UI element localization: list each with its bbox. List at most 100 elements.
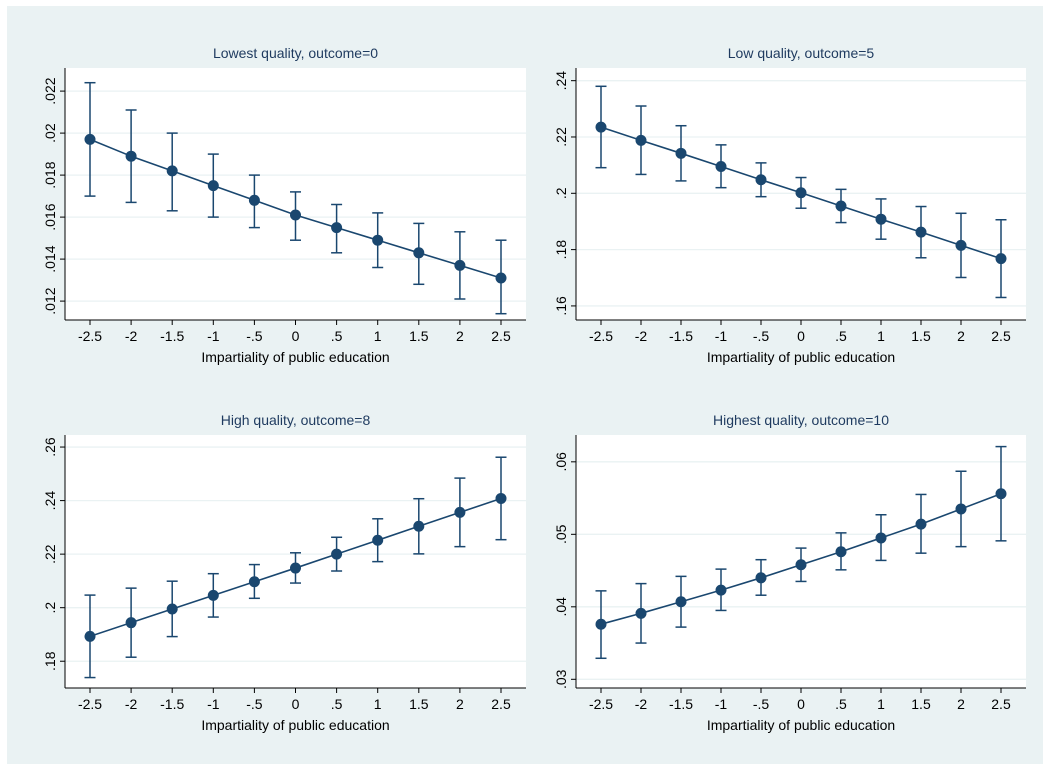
x-tick-label: 0 [292,328,300,344]
x-axis-label: Impartiality of public education [201,717,389,733]
y-axis: .012 .014 .016 .018 .02 .022 [42,68,66,320]
data-point [915,226,927,238]
x-tick-label: .5 [331,328,343,344]
data-point [413,247,425,259]
x-tick-label: -1 [715,328,728,344]
series-marks [595,445,1007,660]
x-tick-label: -1 [715,696,728,712]
data-point [635,134,647,146]
y-tick-label: .016 [42,203,58,230]
data-point [372,234,384,246]
data-point [755,174,767,186]
panel-title: High quality, outcome=8 [221,412,371,428]
x-tick-label: 0 [797,696,805,712]
panel-title: Highest quality, outcome=10 [713,412,889,428]
x-axis: -2.5 -2 -1.5 -1 -.5 0 .5 1 1.5 2 2.5 [65,319,526,344]
data-point [84,630,96,642]
x-axis-label: Impartiality of public education [707,717,895,733]
panel-lowest-quality: .012 .014 .016 .018 .02 .022 -2.5 -2 -1.5 -1 -.5 0… [42,45,526,365]
x-tick-label: -2 [125,696,138,712]
data-point [290,562,301,574]
x-tick-label: 2 [456,328,464,344]
y-tick-label: .24 [42,491,58,511]
x-tick-label: 1 [877,328,885,344]
data-point [495,272,507,284]
x-tick-label: 1 [877,696,885,712]
x-tick-label: 2 [456,696,464,712]
x-tick-label: -.5 [753,696,770,712]
data-point [454,506,466,518]
x-tick-label: -2.5 [589,328,613,344]
data-point [995,488,1007,500]
y-tick-label: .05 [553,524,569,544]
data-point [675,147,687,159]
x-tick-label: -2.5 [589,696,613,712]
x-tick-label: 1 [374,328,382,344]
x-axis-label: Impartiality of public education [707,349,895,365]
y-axis: .18 .2 .22 .24 .26 [42,435,66,688]
data-point [331,548,343,560]
x-tick-label: .5 [835,328,847,344]
data-point [248,576,260,588]
data-point [955,503,967,515]
data-point [372,534,384,546]
data-point [495,492,507,504]
data-point [595,618,607,630]
x-tick-label: -1 [207,696,220,712]
data-point [955,239,967,251]
y-tick-label: .18 [42,651,58,671]
data-point [454,259,466,271]
x-tick-label: 2 [957,696,965,712]
panel-title: Low quality, outcome=5 [728,45,875,61]
x-tick-label: -.5 [246,696,263,712]
y-tick-label: .2 [42,602,58,614]
y-tick-label: .22 [42,544,58,564]
x-tick-label: 1 [374,696,382,712]
x-tick-label: -1.5 [669,696,693,712]
x-tick-label: 1.5 [911,696,931,712]
data-point [290,209,301,221]
x-tick-label: 2.5 [491,328,511,344]
x-tick-label: -2.5 [78,328,102,344]
y-tick-label: .022 [42,77,58,104]
data-point [595,121,607,133]
x-tick-label: -2.5 [78,696,102,712]
data-point [795,187,807,199]
x-tick-label: -2 [635,696,648,712]
x-tick-label: 2.5 [991,696,1011,712]
data-point [166,603,178,615]
x-tick-label: 1.5 [409,328,429,344]
y-tick-label: .24 [553,71,569,91]
data-point [795,559,807,571]
data-point [413,520,425,532]
x-axis: -2.5 -2 -1.5 -1 -.5 0 .5 1 1.5 2 2.5 [576,319,1026,344]
data-point [715,161,727,173]
y-tick-label: .16 [553,296,569,316]
x-tick-label: -1.5 [669,328,693,344]
y-tick-label: .018 [42,161,58,188]
data-point [125,150,137,162]
y-tick-label: .22 [553,127,569,147]
y-gridlines [576,461,1026,680]
x-tick-label: 0 [797,328,805,344]
y-tick-label: .012 [42,287,58,314]
series-marks [84,456,507,679]
y-tick-label: .02 [42,123,58,143]
x-tick-label: .5 [835,696,847,712]
panel-high-quality: .18 .2 .22 .24 .26 -2.5 -2 -1.5 -1 -.5 0 .5 1 1.5 2 2.… [42,412,526,733]
y-tick-label: .03 [553,669,569,689]
series-marks [595,85,1007,299]
x-axis-label: Impartiality of public education [201,349,389,365]
y-tick-label: .18 [553,240,569,260]
data-point [715,584,727,596]
series-marks [84,81,507,315]
data-point [248,194,260,206]
x-tick-label: 1.5 [911,328,931,344]
x-tick-label: -1.5 [160,328,184,344]
y-axis: .03 .04 .05 .06 [553,435,577,689]
y-gridlines [65,446,526,662]
data-point [331,222,343,234]
data-point [875,532,887,544]
